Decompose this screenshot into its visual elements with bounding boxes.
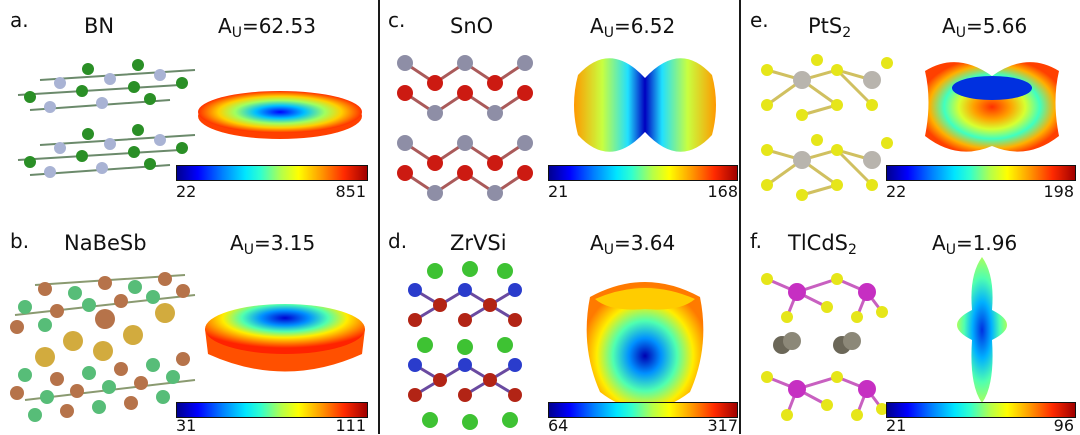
colorbar-min: 21	[886, 416, 907, 435]
material-name: ZrVSi	[450, 231, 507, 255]
colorbar	[548, 402, 738, 418]
panel-e: e. PtS2 AU=5.66 22 198	[742, 0, 1080, 217]
colorbar-min: 31	[176, 416, 197, 435]
bn-layer-bottom	[17, 124, 196, 178]
elastic-surface-pts2	[925, 62, 1059, 152]
elastic-surface-bn	[198, 91, 362, 139]
colorbar	[548, 165, 738, 181]
crystal-structure-zrvsi	[408, 261, 522, 430]
panel-f: f. TlCdS2 AU=1.96 21 96	[742, 217, 1080, 435]
crystal-structure-pts2	[761, 54, 893, 201]
elastic-surface-tlcds2	[957, 257, 1007, 403]
panel-d: d. ZrVSi AU=3.64 64 317	[380, 217, 740, 435]
anisotropy-index: AU=6.52	[590, 14, 676, 41]
panel-letter: a.	[10, 8, 29, 32]
material-name: NaBeSb	[64, 231, 147, 255]
panel-letter: e.	[750, 8, 769, 32]
material-name: PtS2	[808, 14, 852, 41]
divider-left	[378, 0, 380, 434]
panel-letter: c.	[388, 8, 406, 32]
elastic-surface-zrvsi	[586, 282, 704, 410]
elastic-surface-nabesb	[205, 304, 365, 372]
anisotropy-index: AU=3.15	[230, 231, 316, 258]
bn-layer-top	[17, 59, 196, 113]
crystal-structure-bn	[17, 59, 196, 178]
colorbar-min: 22	[176, 182, 197, 201]
elastic-surface-sno	[574, 58, 716, 152]
colorbar-max: 96	[1053, 416, 1074, 435]
anisotropy-index: AU=1.96	[932, 231, 1018, 258]
colorbar-max: 317	[707, 416, 738, 435]
colorbar-min: 21	[548, 182, 569, 201]
panel-c: c. SnO AU=6.52 21 168	[380, 0, 740, 217]
panel-a: a. BN AU=62.53	[0, 0, 368, 217]
anisotropy-index: AU=5.66	[942, 14, 1028, 41]
panel-letter: d.	[388, 229, 408, 253]
colorbar-max: 168	[707, 182, 738, 201]
anisotropy-index: AU=62.53	[218, 14, 316, 41]
colorbar	[176, 402, 368, 418]
colorbar	[886, 402, 1076, 418]
panel-letter: b.	[10, 229, 30, 253]
divider-right	[739, 0, 741, 434]
colorbar-min: 64	[548, 416, 569, 435]
colorbar-min: 22	[886, 182, 907, 201]
panel-letter: f.	[750, 229, 762, 253]
colorbar	[886, 165, 1076, 181]
anisotropy-index: AU=3.64	[590, 231, 676, 258]
crystal-structure-tlcds2	[761, 273, 888, 421]
panel-b: b. NaBeSb AU=3.15	[0, 217, 368, 435]
material-name: TlCdS2	[788, 231, 857, 258]
colorbar-max: 198	[1043, 182, 1074, 201]
material-name: SnO	[450, 14, 494, 38]
colorbar	[176, 165, 368, 181]
colorbar-max: 851	[335, 182, 366, 201]
crystal-structure-sno	[397, 55, 533, 201]
material-name: BN	[84, 14, 115, 38]
crystal-structure-nabesb	[10, 272, 196, 422]
colorbar-max: 111	[335, 416, 366, 435]
